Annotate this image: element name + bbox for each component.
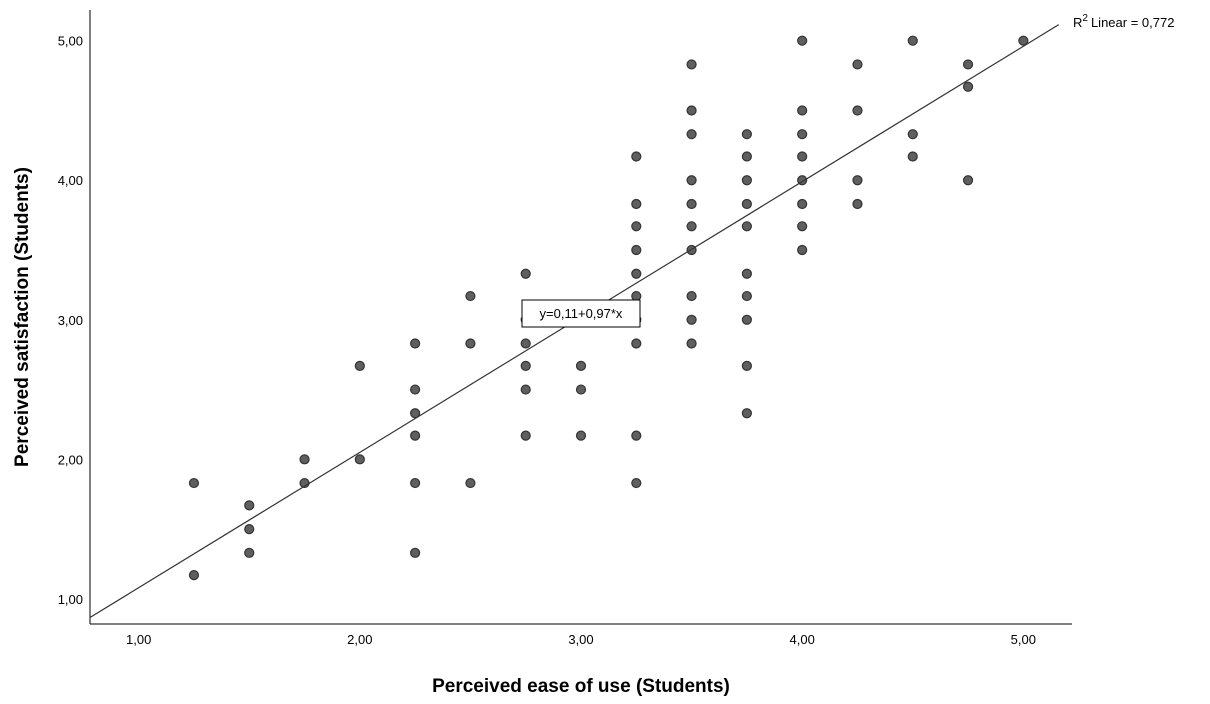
data-point xyxy=(852,198,863,210)
data-point xyxy=(631,198,642,210)
data-point xyxy=(852,175,863,186)
data-point xyxy=(244,524,255,535)
data-point xyxy=(797,129,808,140)
data-point xyxy=(410,547,421,558)
data-point xyxy=(852,59,863,70)
data-point xyxy=(686,129,697,140)
data-point xyxy=(465,477,476,489)
data-point xyxy=(962,175,974,186)
x-tick-label: 4,00 xyxy=(790,632,815,647)
x-axis-title: Perceived ease of use (Students) xyxy=(432,676,730,697)
data-point xyxy=(686,59,697,70)
data-point xyxy=(520,268,531,279)
data-point xyxy=(741,151,752,162)
data-point xyxy=(741,314,752,325)
equation-label: y=0,11+0,97*x xyxy=(540,306,623,321)
y-tick-label: 2,00 xyxy=(58,452,83,467)
data-point xyxy=(575,430,587,441)
data-point xyxy=(797,151,808,162)
data-point xyxy=(631,477,642,489)
x-tick-label: 1,00 xyxy=(126,632,151,647)
data-point xyxy=(465,290,476,302)
x-tick-label: 3,00 xyxy=(568,632,593,647)
data-point xyxy=(520,360,531,371)
data-point xyxy=(741,175,752,186)
data-point xyxy=(1018,35,1029,46)
data-point xyxy=(686,314,697,325)
data-point xyxy=(354,454,365,465)
data-point xyxy=(575,384,587,395)
data-point xyxy=(188,477,200,489)
data-point xyxy=(465,338,476,349)
data-point xyxy=(686,198,697,210)
y-axis-title: Perceived satisfaction (Students) xyxy=(12,167,33,467)
data-point xyxy=(410,477,421,489)
data-point xyxy=(410,384,421,395)
data-point xyxy=(410,408,421,419)
y-tick-label: 1,00 xyxy=(58,592,83,607)
y-tick-label: 4,00 xyxy=(58,173,83,188)
r-squared-superscript: 2 xyxy=(1082,13,1088,24)
data-point xyxy=(631,268,642,279)
x-tick-label: 5,00 xyxy=(1011,632,1036,647)
data-point xyxy=(741,198,752,210)
data-point xyxy=(686,290,697,302)
data-point xyxy=(631,430,642,441)
data-point xyxy=(575,360,587,371)
data-point xyxy=(299,454,310,465)
y-tick-label: 5,00 xyxy=(58,34,83,49)
equation-label-frame xyxy=(521,299,641,328)
data-point xyxy=(797,35,808,46)
data-point xyxy=(852,105,863,116)
data-point xyxy=(741,408,752,419)
y-tick-label: 3,00 xyxy=(58,313,83,328)
data-point xyxy=(520,384,531,395)
data-point xyxy=(244,547,255,558)
data-point xyxy=(741,290,752,302)
data-point xyxy=(741,221,752,232)
data-point xyxy=(797,198,808,210)
data-point xyxy=(631,244,642,256)
axes: 1,00 2,00 3,00 4,00 5,00 1,00 2,00 3,00 4,00 5,00 xyxy=(58,10,1072,647)
data-point xyxy=(797,221,808,232)
data-point xyxy=(188,570,200,581)
data-point xyxy=(907,151,918,162)
data-point xyxy=(797,244,808,256)
data-point xyxy=(741,129,752,140)
data-point xyxy=(520,430,531,441)
data-point xyxy=(686,221,697,232)
data-point xyxy=(244,500,255,511)
data-point xyxy=(354,360,365,371)
data-point xyxy=(962,59,974,70)
data-point xyxy=(907,35,918,46)
data-point xyxy=(686,175,697,186)
data-point xyxy=(686,105,697,116)
data-point xyxy=(631,151,642,162)
data-point xyxy=(631,221,642,232)
data-point xyxy=(410,338,421,349)
data-point xyxy=(520,338,531,349)
data-point xyxy=(686,338,697,349)
equation-label-box: y=0,11+0,97*x xyxy=(521,299,641,328)
data-point xyxy=(631,338,642,349)
data-point xyxy=(907,129,918,140)
r-squared-value: Linear = 0,772 xyxy=(1091,15,1174,30)
data-points xyxy=(188,35,1029,581)
r-squared-letter: R xyxy=(1073,15,1082,30)
r-squared-label: R2 Linear = 0,772 xyxy=(1073,13,1174,30)
data-point xyxy=(797,105,808,116)
data-point xyxy=(962,81,974,92)
data-point xyxy=(410,430,421,441)
data-point xyxy=(631,290,642,302)
data-point xyxy=(741,268,752,279)
x-tick-label: 2,00 xyxy=(347,632,372,647)
data-point xyxy=(741,360,752,371)
